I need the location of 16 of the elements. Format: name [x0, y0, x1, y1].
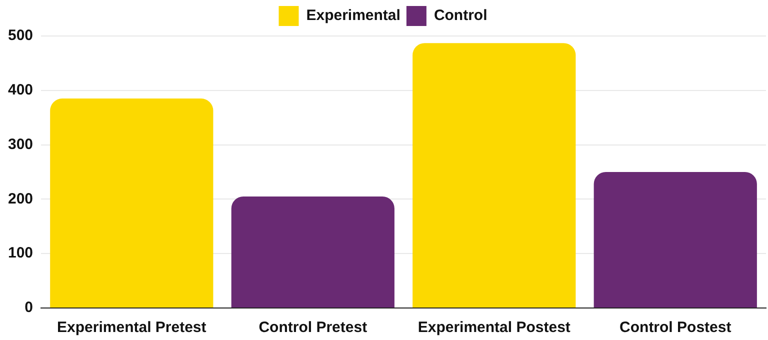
x-tick-label: Experimental Postest [418, 319, 570, 336]
x-tick-label: Control Pretest [258, 319, 368, 336]
y-tick-label: 300 [8, 136, 34, 153]
x-tick-label: Experimental Pretest [57, 319, 206, 336]
bar [594, 172, 757, 308]
y-tick-label: 500 [8, 27, 34, 44]
bar [50, 98, 214, 308]
y-tick-label: 100 [8, 244, 34, 262]
legend-label: Experimental [306, 7, 400, 24]
x-tick-label: Control Postest [620, 319, 732, 336]
y-tick-label: 200 [8, 190, 34, 208]
y-tick-label: 0 [24, 299, 34, 316]
legend-label: Control [434, 7, 488, 24]
y-tick-label: 400 [8, 82, 34, 99]
bar [412, 43, 576, 308]
bar [231, 196, 394, 308]
